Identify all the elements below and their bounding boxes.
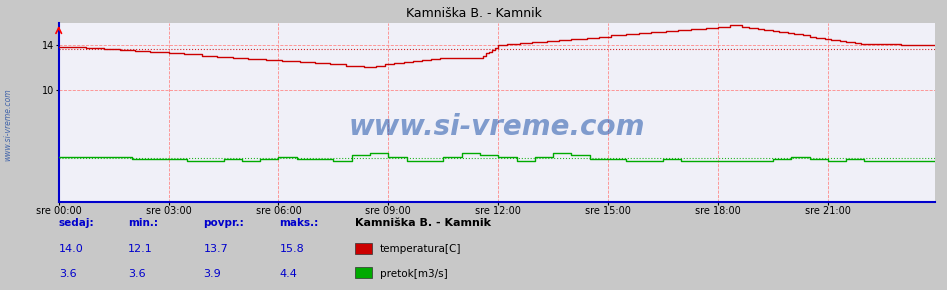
Text: pretok[m3/s]: pretok[m3/s] [380, 269, 448, 279]
Text: 3.9: 3.9 [204, 269, 222, 279]
Text: www.si-vreme.com: www.si-vreme.com [348, 113, 645, 141]
Text: Kamniška B. - Kamnik: Kamniška B. - Kamnik [355, 218, 491, 228]
Text: 3.6: 3.6 [59, 269, 77, 279]
Text: min.:: min.: [128, 218, 158, 228]
Text: 14.0: 14.0 [59, 244, 83, 254]
Text: maks.:: maks.: [279, 218, 318, 228]
Text: povpr.:: povpr.: [204, 218, 244, 228]
Text: 12.1: 12.1 [128, 244, 152, 254]
Text: 13.7: 13.7 [204, 244, 228, 254]
Text: 4.4: 4.4 [279, 269, 297, 279]
Text: Kamniška B. - Kamnik: Kamniška B. - Kamnik [405, 7, 542, 20]
Text: 3.6: 3.6 [128, 269, 146, 279]
Text: 15.8: 15.8 [279, 244, 304, 254]
Text: www.si-vreme.com: www.si-vreme.com [3, 88, 12, 161]
Text: temperatura[C]: temperatura[C] [380, 244, 461, 254]
Text: sedaj:: sedaj: [59, 218, 95, 228]
